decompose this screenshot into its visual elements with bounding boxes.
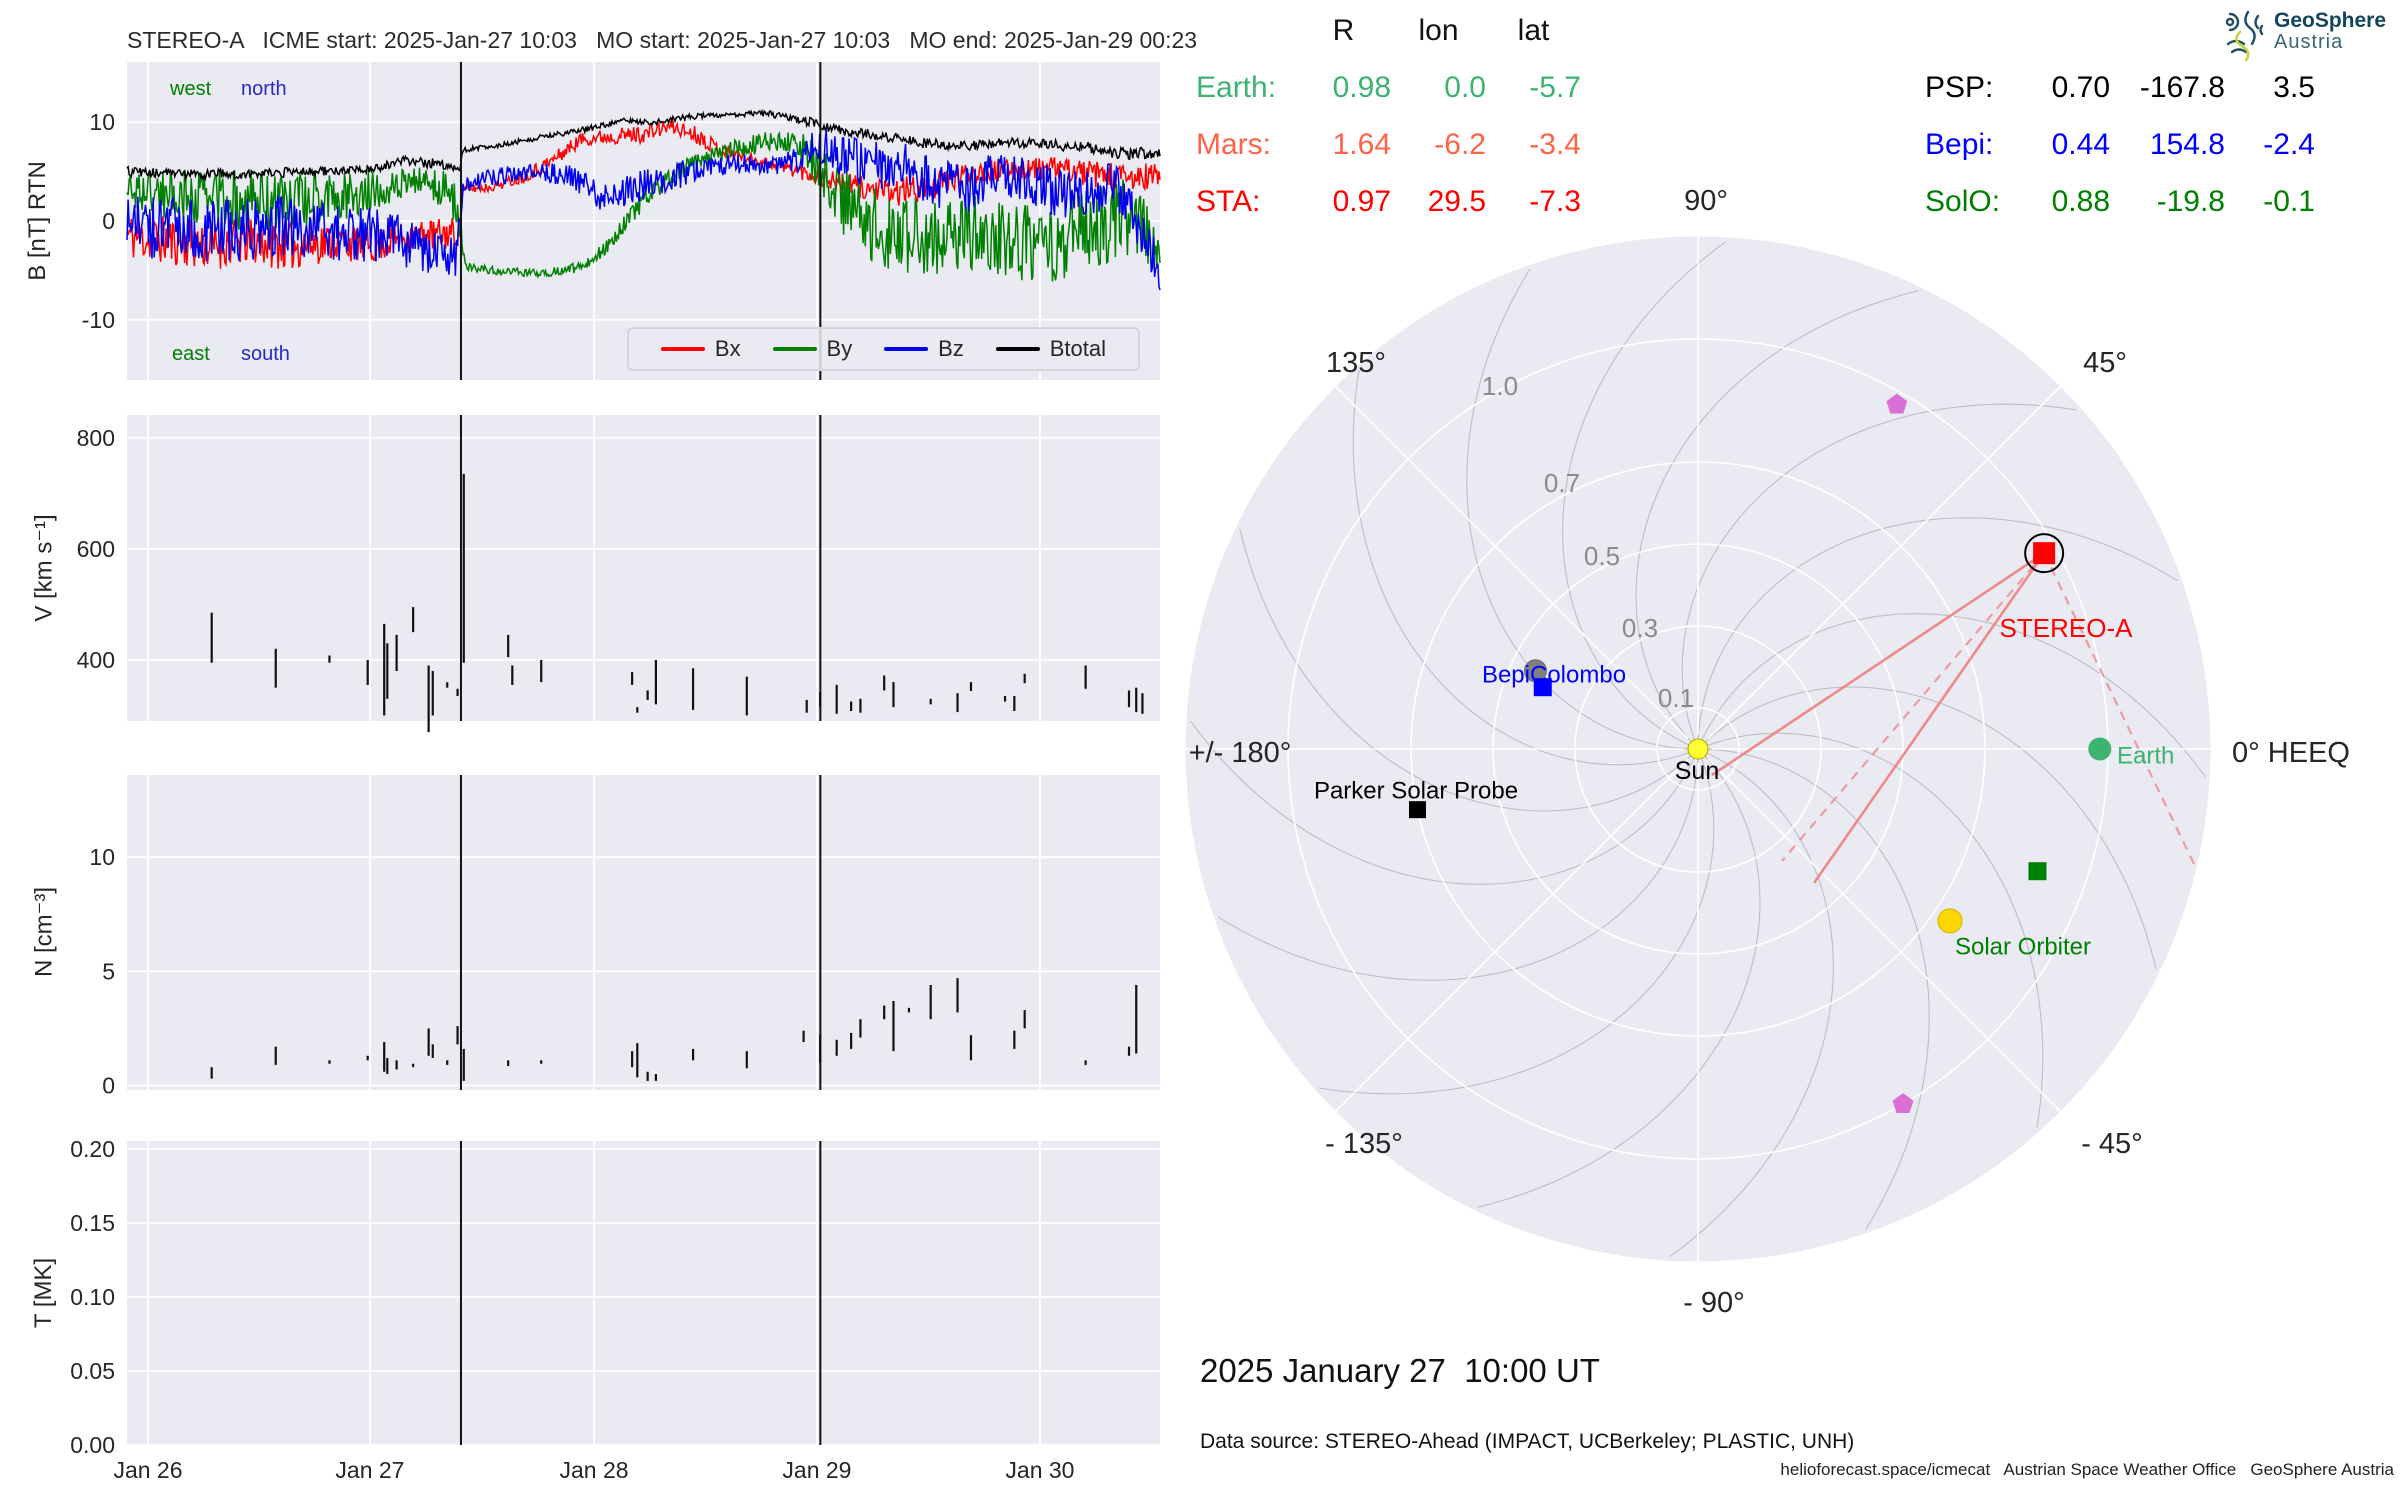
annotation-west: west bbox=[170, 78, 212, 100]
legend-item-bz: Bz bbox=[884, 336, 964, 362]
series-btotal bbox=[126, 108, 1161, 182]
column-header-lon: lon bbox=[1418, 13, 1459, 47]
figure-title: STEREO-A ICME start: 2025-Jan-27 10:03 M… bbox=[127, 27, 1198, 53]
x-tick-2: Jan 28 bbox=[559, 1457, 628, 1483]
y-axis-label-t: T [MK] bbox=[30, 1257, 57, 1329]
angle-label: 0° HEEQ bbox=[2232, 737, 2350, 769]
svg-text:0.20: 0.20 bbox=[70, 1136, 115, 1162]
cme-direction-line bbox=[1781, 552, 2045, 862]
row-label-earth: Earth: bbox=[1196, 70, 1277, 104]
svg-text:600: 600 bbox=[77, 536, 115, 562]
observation-datetime: 2025 January 27 10:00 UT bbox=[1200, 1352, 1600, 1389]
bx-line-swatch bbox=[660, 347, 705, 351]
geosphere-austria-logo: GeoSphere Austria bbox=[2218, 9, 2387, 62]
svg-text:10: 10 bbox=[89, 109, 115, 135]
btotal-line-swatch bbox=[995, 347, 1040, 351]
column-header-r: R bbox=[1332, 13, 1355, 47]
bz-line-swatch bbox=[884, 347, 929, 351]
ring-label-0.7: 0.7 bbox=[1544, 468, 1580, 498]
x-tick-0: Jan 26 bbox=[113, 1457, 182, 1483]
marker-label-bepicolombo: BepiColombo bbox=[1482, 661, 1626, 688]
cme-extent-line bbox=[1711, 552, 2045, 777]
marker-parker-solar-probe: Parker Solar Probe bbox=[1314, 777, 1518, 819]
legend-item-bx: Bx bbox=[660, 336, 741, 362]
legend-item-btotal: Btotal bbox=[995, 336, 1106, 362]
marker-label-earth: Earth bbox=[2117, 742, 2174, 769]
cme-extent-line bbox=[1812, 552, 2046, 884]
x-tick-4: Jan 30 bbox=[1005, 1457, 1074, 1483]
row-label-sta: STA: bbox=[1196, 184, 1261, 218]
marker-earth: Earth bbox=[2088, 737, 2174, 769]
marker-bepicolombo: BepiColombo bbox=[1482, 661, 1626, 697]
series-bz bbox=[126, 129, 1161, 291]
svg-text:0.10: 0.10 bbox=[70, 1284, 115, 1310]
svg-text:800: 800 bbox=[77, 425, 115, 451]
marker-label-stereo-a: STEREO-A bbox=[2000, 613, 2134, 643]
speed-panel: 400 600 800 bbox=[77, 415, 1160, 733]
svg-text:400: 400 bbox=[77, 647, 115, 673]
legend: Bx By Bz Btotal bbox=[627, 327, 1140, 371]
angle-label: - 135° bbox=[1325, 1128, 1403, 1160]
annotation-east: east bbox=[172, 343, 210, 365]
y-axis-label-v: V [km s⁻¹] bbox=[30, 514, 58, 622]
svg-text:0.05: 0.05 bbox=[70, 1358, 115, 1384]
ring-label-0.5: 0.5 bbox=[1584, 541, 1620, 571]
svg-text:10: 10 bbox=[89, 844, 115, 870]
angle-label: 90° bbox=[1684, 185, 1728, 217]
marker-label-solar-orbiter: Solar Orbiter bbox=[1955, 933, 2091, 960]
marker-stereo-a: STEREO-A bbox=[2000, 533, 2134, 643]
row-label-psp: PSP: bbox=[1925, 70, 1994, 104]
position-table-spacecraft: PSP: 0.70 -167.8 3.5 Bepi: 0.44 154.8 -2… bbox=[1925, 2, 2315, 230]
angle-label: - 90° bbox=[1683, 1287, 1745, 1319]
svg-text:0.00: 0.00 bbox=[70, 1432, 115, 1458]
legend-item-by: By bbox=[772, 336, 852, 362]
ring-label-1.0: 1.0 bbox=[1482, 371, 1518, 401]
cme-direction-line bbox=[2043, 552, 2196, 867]
temperature-panel: 0.00 0.05 0.10 0.15 0.20 bbox=[70, 1136, 1160, 1458]
logo-name: GeoSphere bbox=[2274, 9, 2387, 32]
ring-label-0.1: 0.1 bbox=[1658, 683, 1694, 713]
y-axis-label-b: B [nT] RTN bbox=[24, 161, 51, 281]
row-label-solo: SolO: bbox=[1925, 184, 2001, 218]
annotation-north: north bbox=[241, 78, 287, 100]
svg-text:0: 0 bbox=[102, 1072, 115, 1098]
by-line-swatch bbox=[772, 347, 817, 351]
x-tick-1: Jan 27 bbox=[335, 1457, 404, 1483]
row-label-mars: Mars: bbox=[1196, 127, 1271, 161]
geosphere-swirl-icon bbox=[2225, 10, 2264, 62]
svg-text:0.15: 0.15 bbox=[70, 1210, 115, 1236]
column-header-lat: lat bbox=[1517, 13, 1550, 47]
marker-venus bbox=[1937, 908, 1963, 934]
marker-sun: Sun bbox=[1675, 738, 1719, 785]
marker-lagrange-l5 bbox=[1892, 1093, 1914, 1113]
series-by bbox=[126, 131, 1161, 282]
svg-text:0: 0 bbox=[102, 208, 115, 234]
angle-label: 45° bbox=[2083, 347, 2127, 379]
stereo-a-halo-ring bbox=[2024, 533, 2065, 574]
marker-label-sun: Sun bbox=[1675, 757, 1719, 785]
logo-country: Austria bbox=[2274, 31, 2344, 54]
marker-label-parker-solar-probe: Parker Solar Probe bbox=[1314, 777, 1518, 804]
angle-label: - 45° bbox=[2081, 1128, 2143, 1160]
marker-lagrange-l4 bbox=[1886, 393, 1908, 414]
x-tick-3: Jan 29 bbox=[782, 1457, 851, 1483]
heliosphere-polar-map: 0.1 0.3 0.5 0.7 1.0 Sun Earth STEREO-A Parker So… bbox=[1185, 185, 2350, 1319]
angle-label: +/- 180° bbox=[1189, 737, 1292, 769]
credit-line: helioforecast.space/icmecat Austrian Spa… bbox=[1780, 1460, 2394, 1479]
y-axis-label-n: N [cm⁻³] bbox=[30, 887, 58, 977]
marker-solar-orbiter: Solar Orbiter bbox=[1955, 862, 2091, 960]
annotation-south: south bbox=[241, 343, 290, 365]
ring-label-0.3: 0.3 bbox=[1622, 613, 1658, 643]
density-panel: 0 5 10 bbox=[89, 775, 1160, 1098]
data-source-note: Data source: STEREO-Ahead (IMPACT, UCBer… bbox=[1200, 1430, 1855, 1453]
svg-text:-10: -10 bbox=[82, 307, 115, 333]
position-table-planets: R lon lat Earth: 0.98 0.0 -5.7 Mars: 1.6… bbox=[1196, 2, 1581, 230]
row-label-bepi: Bepi: bbox=[1925, 127, 1994, 161]
svg-text:5: 5 bbox=[102, 958, 115, 984]
angle-label: 135° bbox=[1326, 347, 1386, 379]
